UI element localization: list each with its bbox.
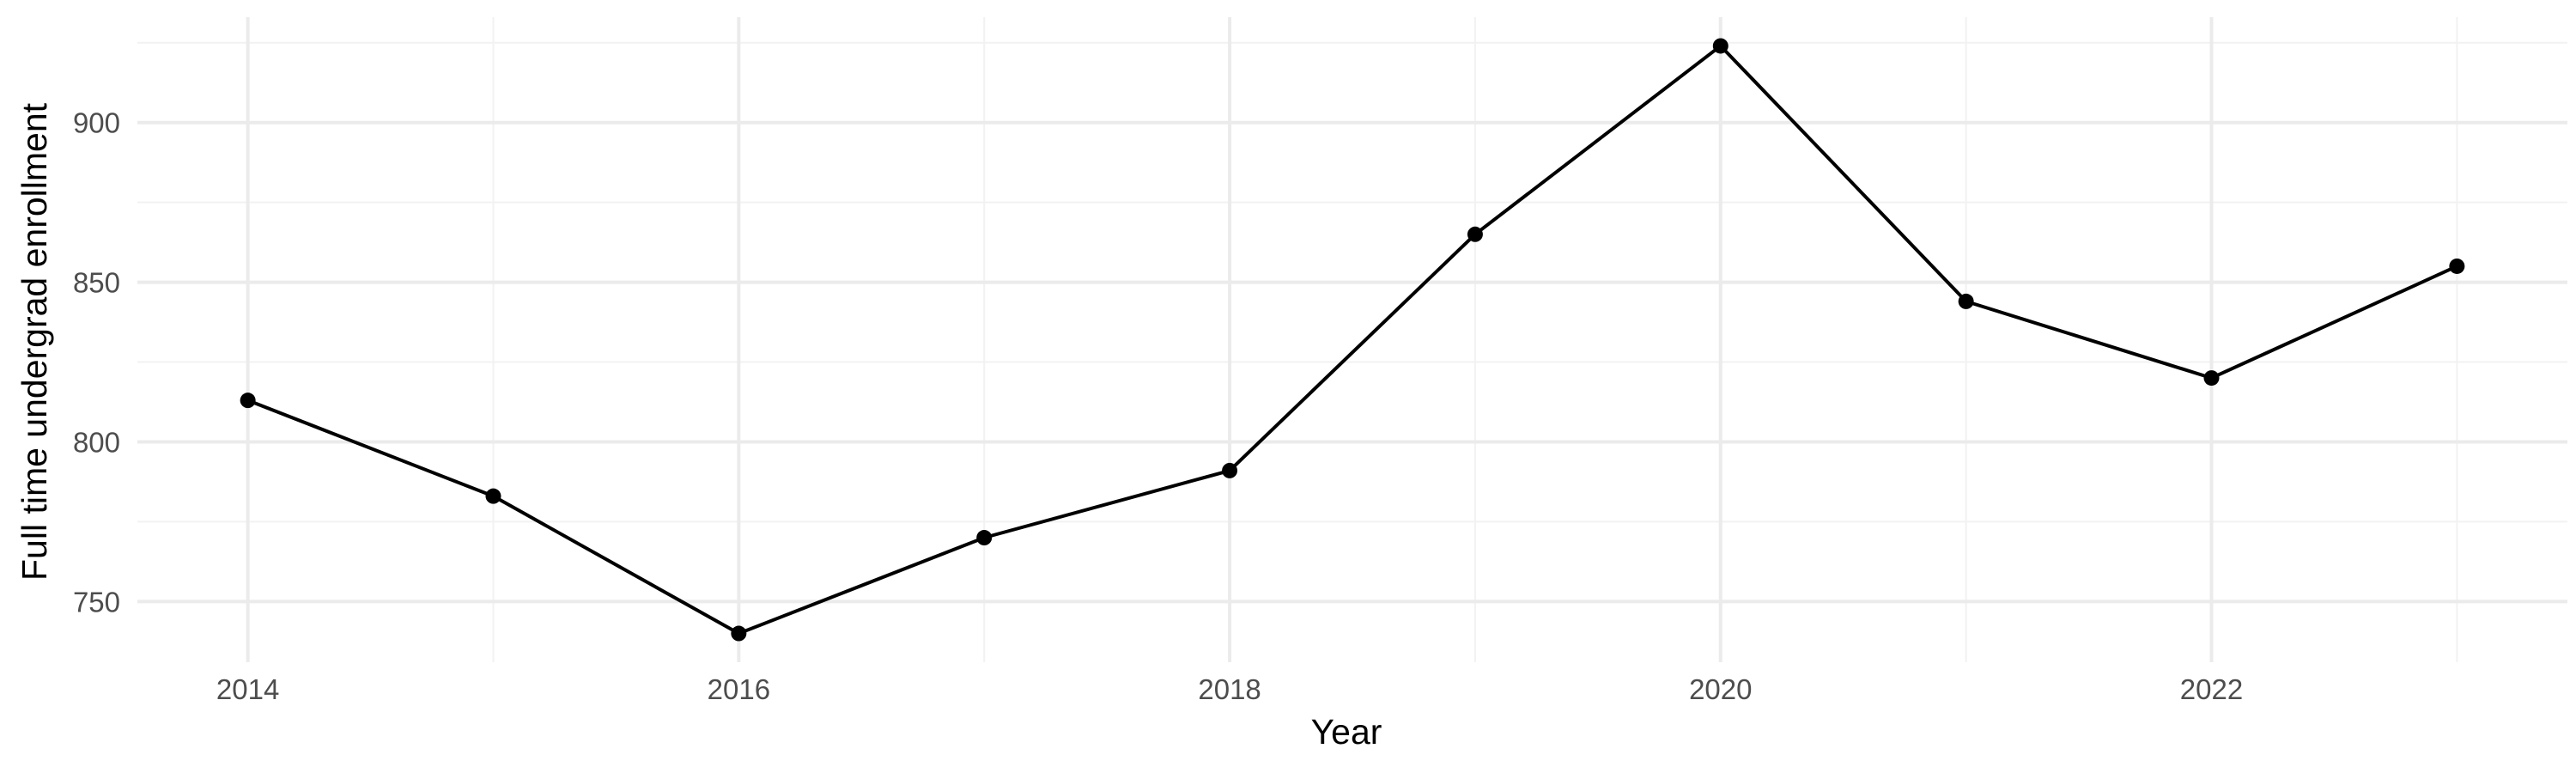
y-tick-label: 750 (73, 586, 120, 618)
y-tick-label: 900 (73, 107, 120, 139)
data-point (2449, 258, 2465, 274)
x-tick-label: 2014 (216, 673, 279, 705)
x-tick-label: 2020 (1689, 673, 1752, 705)
data-point (976, 530, 993, 546)
y-tick-label: 800 (73, 426, 120, 458)
series (240, 38, 2465, 642)
y-tick-label: 850 (73, 267, 120, 299)
x-tick-label: 2018 (1198, 673, 1261, 705)
y-axis-title: Full time undergrad enrollment (15, 102, 54, 581)
major-gridlines (137, 17, 2567, 662)
data-point (731, 625, 747, 642)
x-tick-label: 2022 (2180, 673, 2243, 705)
data-point (1222, 462, 1238, 478)
y-axis-tick-labels: 750 800 850 900 (73, 107, 120, 618)
data-point (485, 488, 501, 504)
data-point (240, 393, 256, 409)
data-point (1712, 38, 1728, 54)
minor-gridlines (137, 17, 2567, 662)
x-tick-label: 2016 (708, 673, 770, 705)
data-point (1958, 293, 1974, 309)
x-axis-title: Year (1311, 712, 1382, 752)
series-line (246, 44, 2458, 636)
data-point (1467, 226, 1483, 242)
x-axis-tick-labels: 2014 2016 2018 2020 2022 (216, 673, 2243, 705)
data-point (2203, 370, 2220, 386)
